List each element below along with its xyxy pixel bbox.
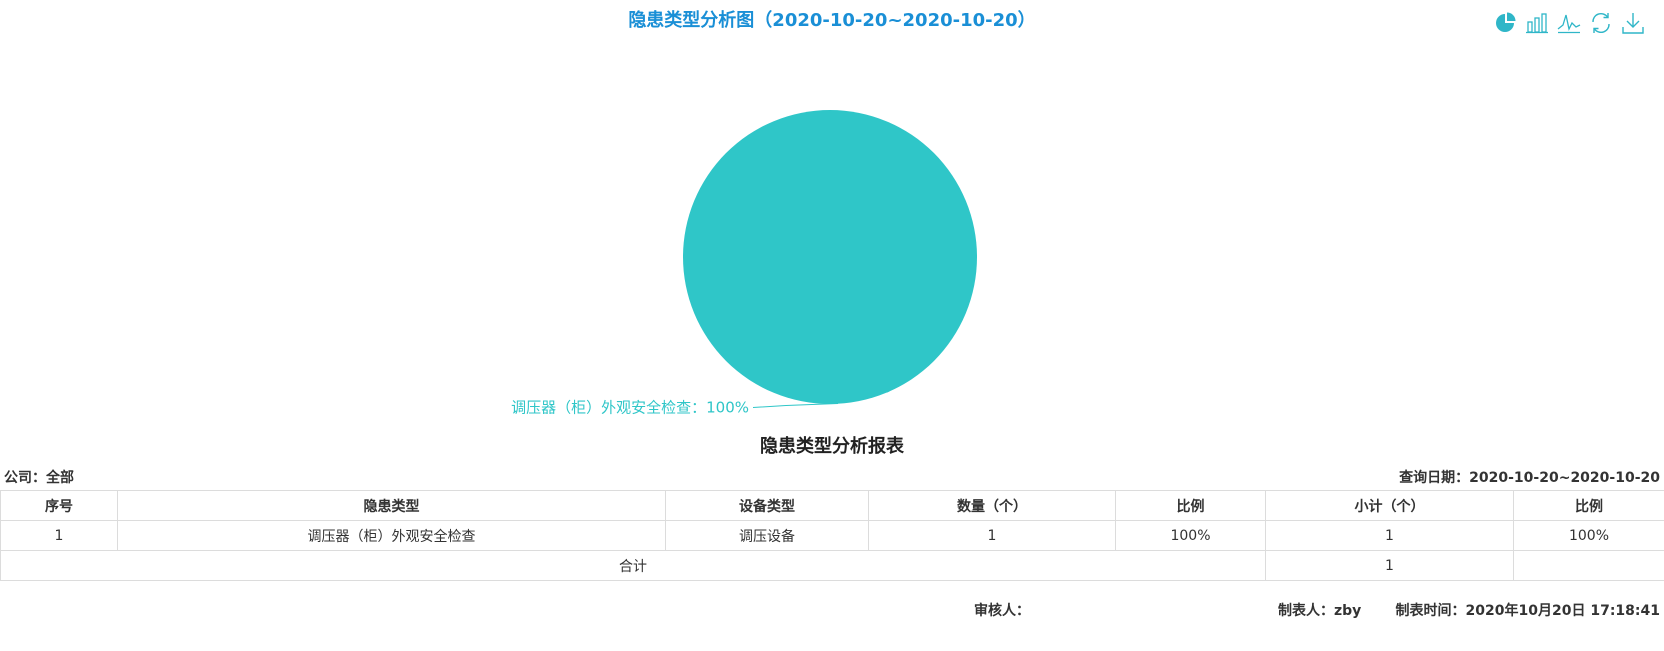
query-date-label: 查询日期： [1399, 470, 1470, 486]
time-label: 制表时间： [1395, 603, 1466, 619]
chart-title: 隐患类型分析图（2020-10-20~2020-10-20） [628, 10, 1036, 31]
report-table: 序号 隐患类型 设备类型 数量（个） 比例 小计（个） 比例 1 调压器（柜）外… [0, 490, 1664, 581]
time-value: 2020年10月20日 17:18:41 [1465, 603, 1660, 619]
table-row: 1 调压器（柜）外观安全检查 调压设备 1 100% 1 100% [0, 520, 1664, 551]
bar-chart-icon[interactable] [1524, 10, 1550, 36]
column-header: 数量（个） [868, 490, 1116, 521]
table-cell: 1 [868, 520, 1116, 551]
reviewer-label: 审核人： [974, 603, 1030, 619]
query-date: 查询日期：2020-10-20~2020-10-20 [1399, 467, 1660, 487]
slice-label: 调压器（柜）外观安全检查：100% [511, 399, 749, 417]
chart-toolbox [1492, 10, 1646, 36]
column-header: 比例 [1115, 490, 1266, 521]
pie-slice[interactable] [683, 110, 977, 404]
column-header: 比例 [1513, 490, 1664, 521]
table-header-row: 序号 隐患类型 设备类型 数量（个） 比例 小计（个） 比例 [0, 490, 1664, 521]
total-label: 合计 [0, 550, 1266, 581]
report-maker: 制表人：zby [1278, 600, 1361, 620]
company-filter: 公司：全部 [4, 467, 74, 487]
company-value: 全部 [46, 470, 74, 486]
total-ratio [1513, 550, 1664, 581]
pie-chart-icon[interactable] [1492, 10, 1518, 36]
column-header: 隐患类型 [117, 490, 666, 521]
column-header: 设备类型 [665, 490, 869, 521]
refresh-icon[interactable] [1588, 10, 1614, 36]
table-cell: 100% [1513, 520, 1664, 551]
table-cell: 调压器（柜）外观安全检查 [117, 520, 666, 551]
column-header: 序号 [0, 490, 118, 521]
table-cell: 1 [0, 520, 118, 551]
company-label: 公司： [4, 470, 46, 486]
query-date-value: 2020-10-20~2020-10-20 [1469, 470, 1660, 486]
maker-value: zby [1334, 603, 1362, 619]
slice-label-line [752, 403, 839, 408]
pie-chart: 调压器（柜）外观安全检查：100% [511, 110, 977, 417]
table-cell: 调压设备 [665, 520, 869, 551]
line-chart-icon[interactable] [1556, 10, 1582, 36]
reviewer: 审核人： [974, 600, 1030, 620]
table-cell: 100% [1115, 520, 1266, 551]
download-icon[interactable] [1620, 10, 1646, 36]
total-value: 1 [1265, 550, 1514, 581]
table-cell: 1 [1265, 520, 1514, 551]
report-title: 隐患类型分析报表 [760, 436, 904, 457]
column-header: 小计（个） [1265, 490, 1514, 521]
total-row: 合计 1 [0, 550, 1664, 581]
maker-label: 制表人： [1278, 603, 1334, 619]
report-time: 制表时间：2020年10月20日 17:18:41 [1396, 600, 1660, 620]
